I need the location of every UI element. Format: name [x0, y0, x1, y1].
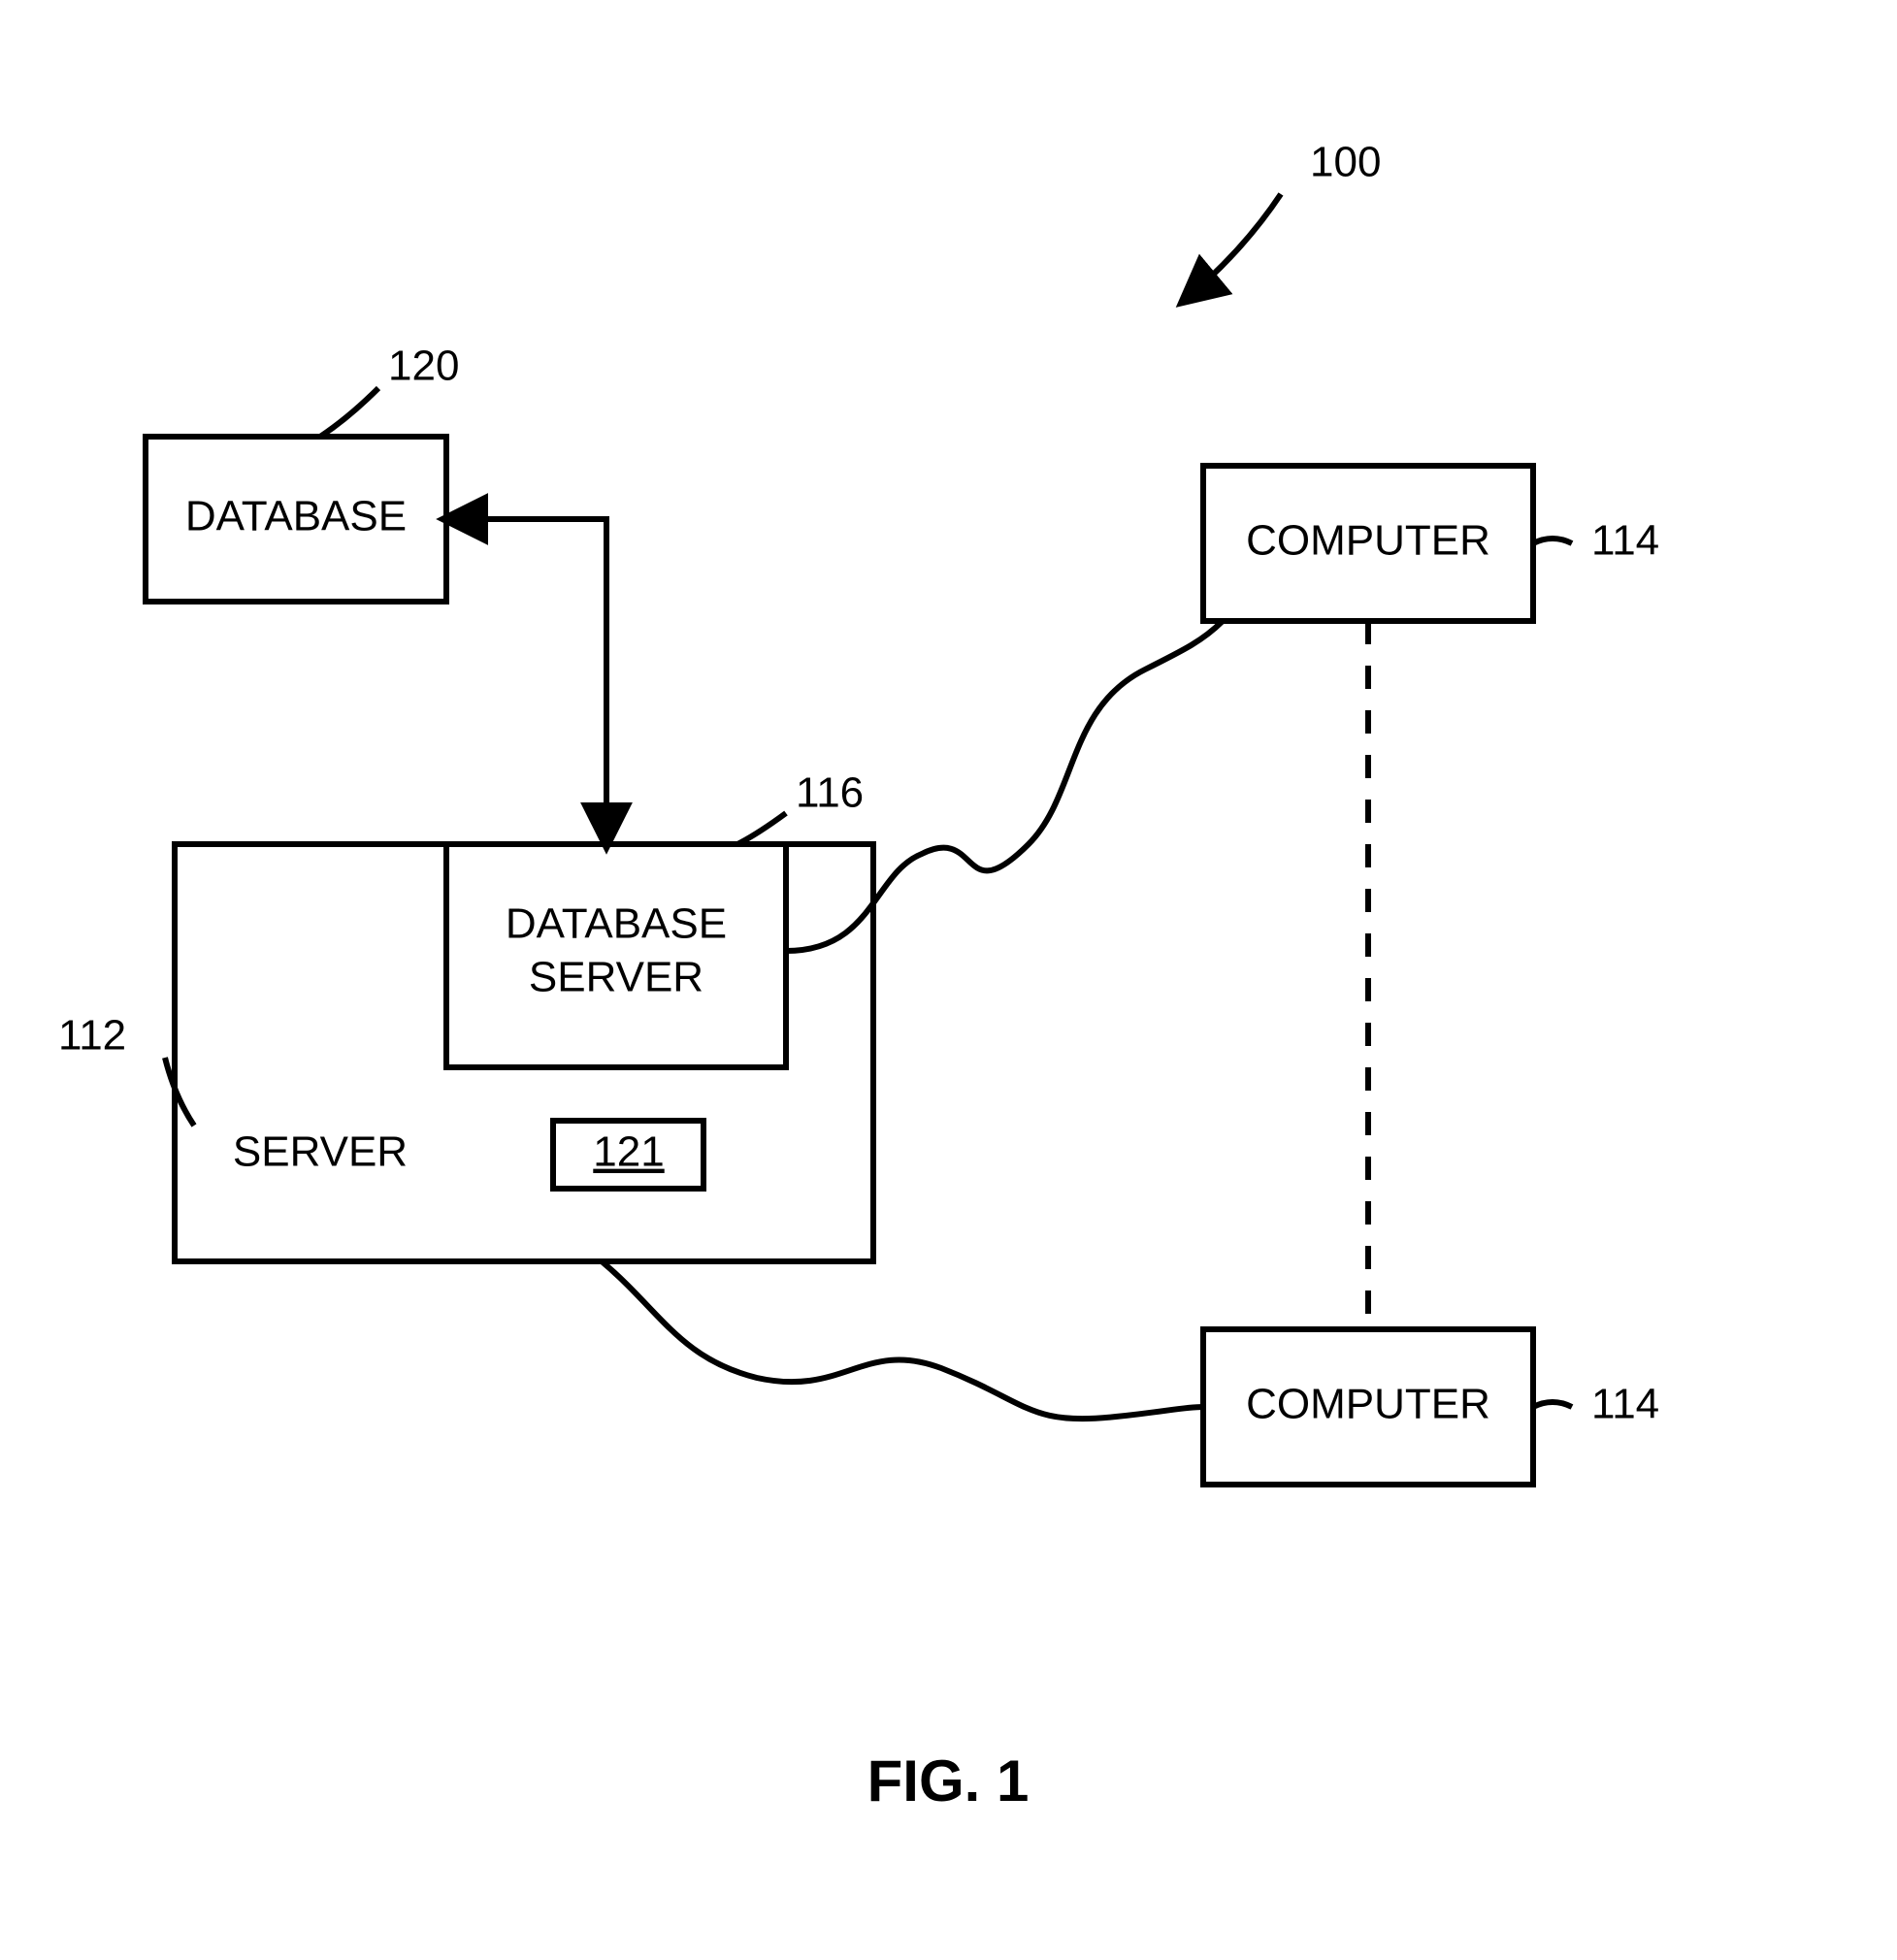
db-server-label-1: DATABASE [506, 900, 727, 948]
ref-100-text: 100 [1310, 139, 1381, 186]
ref-116: 116 [737, 769, 864, 844]
ref-114-bottom: 114 [1533, 1381, 1659, 1428]
figure-caption: FIG. 1 [867, 1748, 1030, 1813]
ref-114-top: 114 [1533, 517, 1659, 565]
ref-100: 100 [1184, 139, 1381, 301]
computer-top-label: COMPUTER [1246, 517, 1490, 565]
computer-bottom-label: COMPUTER [1246, 1381, 1490, 1428]
node-computer-bottom: COMPUTER [1203, 1329, 1533, 1485]
edge-db-to-dbserver [446, 519, 606, 844]
database-label: DATABASE [185, 493, 407, 540]
diagram-canvas: SERVER DATABASE SERVER 121 DATABASE COMP… [0, 0, 1897, 1960]
edge-server-to-computer-bottom [602, 1261, 1203, 1419]
server-label: SERVER [233, 1128, 408, 1176]
module-121-label: 121 [593, 1128, 664, 1176]
ref-114-bottom-text: 114 [1591, 1381, 1659, 1428]
ref-120-text: 120 [388, 343, 459, 390]
db-server-label-2: SERVER [529, 954, 703, 1001]
node-db-server: DATABASE SERVER [446, 844, 786, 1067]
node-computer-top: COMPUTER [1203, 466, 1533, 621]
ref-120: 120 [320, 343, 459, 437]
ref-114-top-text: 114 [1591, 517, 1659, 565]
ref-112-text: 112 [58, 1012, 126, 1060]
node-module-121: 121 [553, 1121, 703, 1189]
ref-116-text: 116 [796, 769, 864, 817]
node-database: DATABASE [146, 437, 446, 602]
